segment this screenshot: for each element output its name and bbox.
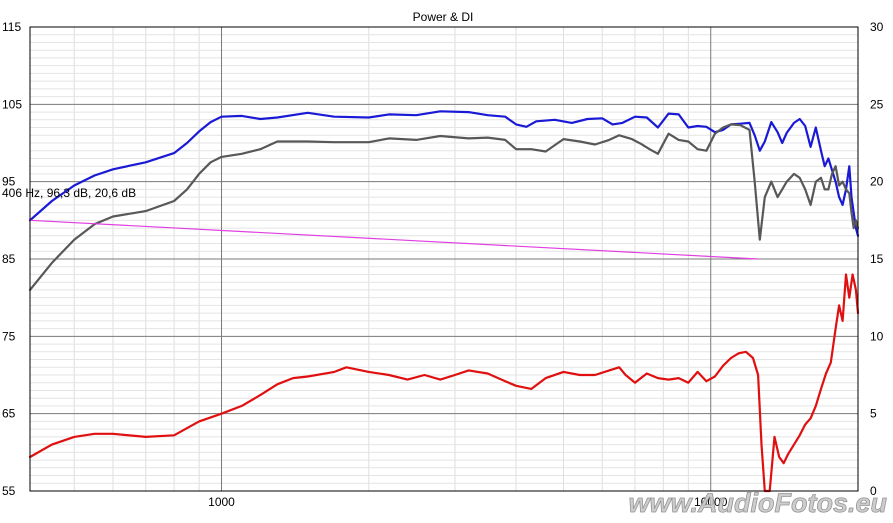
x-tick-label: 1000 [208, 495, 235, 509]
cursor-readout: 406 Hz, 96,3 dB, 20,6 dB [2, 186, 136, 200]
plot-frame [29, 26, 859, 492]
y-left-tick-label: 105 [2, 97, 22, 111]
y-right-tick-label: 30 [870, 20, 884, 34]
series-line-3 [28, 273, 860, 493]
watermark: www.AudioFotos.eu [629, 488, 888, 518]
y-right-tick-label: 10 [870, 329, 884, 343]
series-line-4 [29, 219, 759, 260]
y-right-tick-label: 20 [870, 175, 884, 189]
y-right-tick-label: 25 [870, 97, 884, 111]
y-left-tick-label: 95 [2, 175, 16, 189]
x-tick-label: 10000 [694, 495, 728, 509]
y-left-tick-label: 115 [2, 20, 21, 34]
y-right-tick-label: 0 [870, 484, 877, 498]
y-left-tick-label: 55 [2, 484, 16, 498]
y-left-tick-label: 85 [2, 252, 16, 266]
series-line-1 [28, 110, 860, 237]
chart-title: Power & DI [413, 10, 474, 24]
y-left-tick-label: 75 [2, 329, 16, 343]
y-right-tick-label: 5 [870, 407, 877, 421]
series-line-2 [28, 123, 860, 291]
y-right-tick-label: 15 [870, 252, 884, 266]
y-left-tick-label: 65 [2, 407, 16, 421]
